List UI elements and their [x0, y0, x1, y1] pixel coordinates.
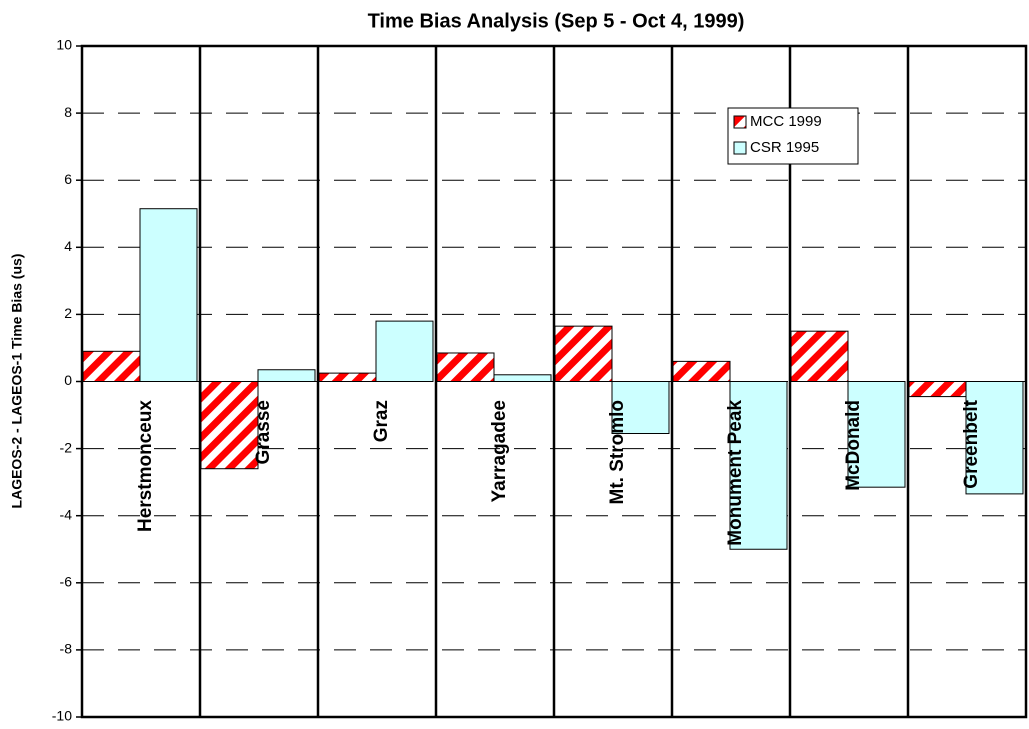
plot-frame [80, 44, 1028, 719]
y-tick-label: 0 [64, 372, 72, 388]
legend-swatch [733, 115, 747, 129]
bar [436, 352, 495, 383]
legend-swatch [733, 141, 747, 155]
bar [672, 360, 731, 382]
x-tick-label: Greenbelt [961, 399, 982, 488]
x-tick-label: McDonald [843, 400, 864, 491]
x-tick-label: Mt. Stromlo [607, 400, 628, 505]
x-tick-label: Monument Peak [725, 400, 746, 546]
legend-box [727, 107, 859, 165]
bar [908, 381, 967, 398]
y-tick-label: -10 [52, 708, 72, 724]
y-tick-label: -8 [60, 641, 73, 657]
y-tick-label: 8 [64, 104, 72, 120]
bar [200, 381, 259, 470]
bar [82, 350, 141, 382]
y-tick-label: -4 [60, 506, 73, 522]
y-tick-label: 2 [64, 305, 72, 321]
bar [965, 381, 1024, 495]
y-tick-label: -6 [60, 574, 73, 590]
bar [257, 369, 316, 383]
y-tick-label: 10 [56, 37, 72, 53]
legend-label: CSR 1995 [750, 139, 819, 156]
bar [318, 372, 377, 382]
x-tick-label: Herstmonceux [135, 400, 156, 532]
bar [847, 381, 906, 488]
chart-title: Time Bias Analysis (Sep 5 - Oct 4, 1999) [368, 10, 745, 32]
x-tick-label: Graz [371, 400, 392, 442]
bar [790, 330, 849, 382]
y-tick-label: 6 [64, 171, 72, 187]
y-tick-label: 4 [64, 238, 72, 254]
y-tick-label: -2 [60, 439, 73, 455]
bar [729, 381, 788, 550]
bar [611, 381, 670, 435]
bar [554, 325, 613, 382]
x-tick-label: Yarragadee [489, 400, 510, 502]
bar [375, 320, 434, 382]
x-tick-label: Grasse [253, 400, 274, 464]
bar [139, 208, 198, 382]
legend-label: MCC 1999 [750, 113, 822, 130]
bar [493, 374, 552, 383]
y-axis-label: LAGEOS-2 - LAGEOS-1 Time Bias (us) [9, 254, 25, 509]
